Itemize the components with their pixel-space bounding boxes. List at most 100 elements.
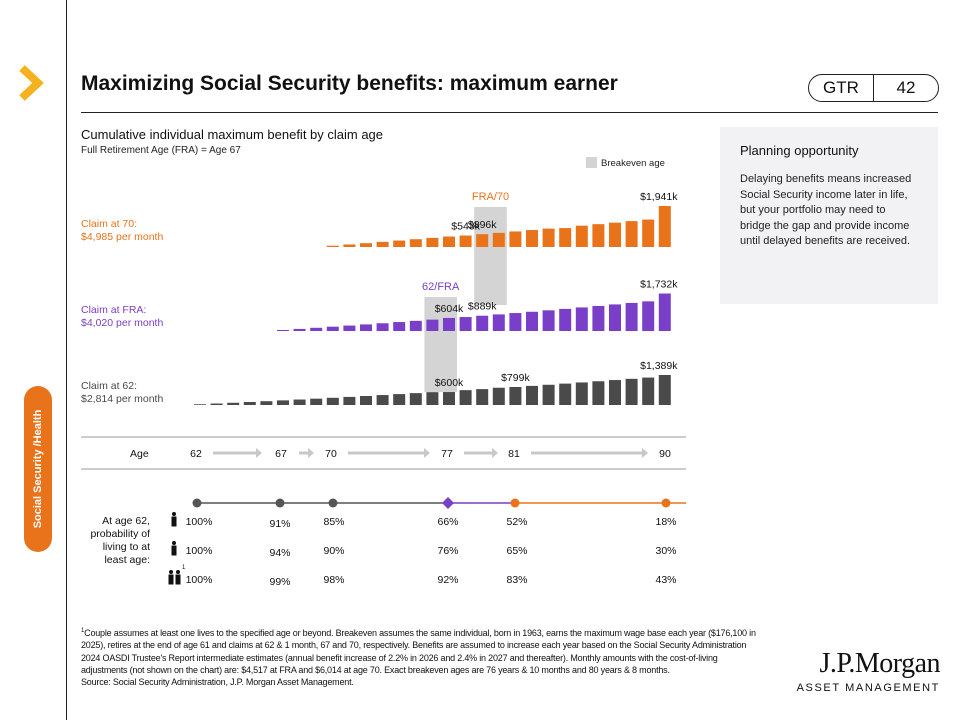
bar <box>409 239 422 247</box>
bar <box>476 315 489 331</box>
bar <box>426 392 439 405</box>
data-label: $896k <box>468 219 497 231</box>
bar <box>476 389 489 405</box>
bar <box>343 244 356 247</box>
probability-value: 100% <box>186 516 213 528</box>
bar <box>343 396 356 405</box>
probability-value: 18% <box>655 516 676 528</box>
probability-value: 100% <box>186 545 213 557</box>
age-tick: 90 <box>659 448 671 460</box>
probability-value: 30% <box>655 545 676 557</box>
brand-name: J.P.Morgan <box>819 648 940 679</box>
bar <box>575 382 588 405</box>
bar <box>227 402 240 405</box>
probability-value: 83% <box>506 574 527 586</box>
age-arrow-head <box>642 448 648 458</box>
probability-value: 91% <box>269 518 290 530</box>
bar <box>625 302 638 331</box>
probability-value: 100% <box>186 574 213 586</box>
bar <box>376 241 389 247</box>
bar <box>243 401 256 405</box>
bar <box>526 311 538 331</box>
bar <box>360 395 372 405</box>
bar <box>609 380 621 405</box>
brand-sub: ASSET MANAGEMENT <box>796 682 940 694</box>
source-line: Source: Social Security Administration, … <box>81 677 354 688</box>
series-monthly: $2,814 per month <box>81 393 163 405</box>
probability-value: 52% <box>506 516 527 528</box>
breakeven-band-label: 62/FRA <box>422 281 460 293</box>
age-tick: 77 <box>441 448 453 460</box>
bar <box>393 322 406 331</box>
probability-value: 90% <box>323 545 344 557</box>
couple-icon <box>175 570 181 585</box>
bar <box>360 243 372 247</box>
bar <box>658 375 671 405</box>
probability-value: 99% <box>269 576 290 588</box>
timeline-dot <box>328 498 338 508</box>
chart-subtitle: Full Retirement Age (FRA) = Age 67 <box>81 145 241 156</box>
female-icon <box>171 541 177 556</box>
bar <box>459 390 472 405</box>
planning-title: Planning opportunity <box>740 143 859 158</box>
bar <box>492 387 505 405</box>
data-label: $799k <box>501 372 530 384</box>
probability-value: 43% <box>655 574 676 586</box>
series-name: Claim at 62: <box>81 380 137 392</box>
bar <box>210 403 223 405</box>
chart-title: Cumulative individual maximum benefit by… <box>81 127 384 142</box>
bar <box>326 326 339 331</box>
bar <box>609 304 621 331</box>
timeline-dot <box>661 498 671 508</box>
bar <box>642 301 655 331</box>
couple-footnote-marker: 1 <box>182 565 186 571</box>
age-arrow-head <box>308 448 314 458</box>
timeline-dot <box>510 498 520 508</box>
data-label: $600k <box>435 377 464 389</box>
bar <box>592 381 605 405</box>
age-arrow-head <box>492 448 498 458</box>
bar <box>376 395 389 405</box>
bar <box>509 231 522 247</box>
brand-logo: J.P.Morgan ASSET MANAGEMENT <box>790 648 941 694</box>
bar <box>260 401 273 405</box>
bar <box>194 404 206 405</box>
male-icon <box>171 512 177 527</box>
bar <box>310 327 323 331</box>
bar <box>393 394 406 405</box>
data-label: $543k <box>451 221 480 233</box>
probability-label: probability of <box>90 528 150 540</box>
age-tick: 70 <box>325 448 337 460</box>
bar <box>393 240 406 247</box>
probability-value: 85% <box>323 516 344 528</box>
footnote: 1Couple assumes at least one lives to th… <box>81 625 761 688</box>
bar <box>592 224 605 247</box>
bar <box>376 323 389 331</box>
series-monthly: $4,985 per month <box>81 231 163 243</box>
bar <box>409 320 422 331</box>
series-name: Claim at FRA: <box>81 304 146 316</box>
age-tick: 81 <box>508 448 520 460</box>
age-tick: 67 <box>275 448 287 460</box>
page-badge: GTR 42 <box>808 74 939 102</box>
age-arrow-head <box>256 448 262 458</box>
bar <box>343 325 356 331</box>
bar <box>559 383 572 405</box>
footnote-text: Couple assumes at least one lives to the… <box>81 628 756 675</box>
bar <box>526 385 538 405</box>
chevron-right-icon[interactable] <box>16 64 48 102</box>
bar <box>575 307 588 331</box>
bar <box>658 206 671 247</box>
bar <box>542 228 555 247</box>
data-label: $1,732k <box>640 279 678 291</box>
legend-swatch <box>586 157 597 168</box>
left-rule <box>66 0 67 720</box>
bar <box>326 397 339 405</box>
bar <box>426 319 439 331</box>
bar <box>542 384 555 405</box>
bar <box>277 400 289 405</box>
probability-value: 66% <box>437 516 458 528</box>
page-title: Maximizing Social Security benefits: max… <box>81 72 618 95</box>
breakeven-band-label: FRA/70 <box>472 191 509 203</box>
section-tab[interactable]: Social Security /Health <box>24 386 52 552</box>
